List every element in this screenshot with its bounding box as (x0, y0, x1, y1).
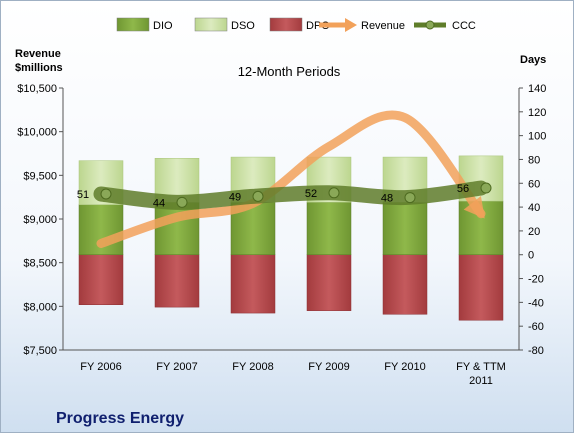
x-category-label: FY 2009 (308, 361, 349, 373)
x-category-label: FY 2010 (384, 361, 425, 373)
company-name: Progress Energy (56, 410, 184, 427)
left-tick-label: $8,500 (23, 258, 57, 270)
bar-dio (383, 202, 427, 254)
right-axis-title: Days (520, 54, 546, 66)
ccc-point (101, 189, 111, 199)
ccc-data-label: 44 (153, 197, 165, 209)
bar-dpo (231, 255, 275, 313)
x-category-label: 2011 (469, 375, 493, 387)
ccc-data-label: 56 (457, 183, 469, 195)
ccc-point (481, 183, 491, 193)
bar-dpo (79, 255, 123, 305)
legend-swatch-ccc-marker (426, 21, 434, 29)
ccc-point (405, 193, 415, 203)
x-category-label: FY 2007 (156, 361, 197, 373)
ccc-point (177, 197, 187, 207)
ccc-data-label: 49 (229, 191, 241, 203)
left-axis-title-line2: $millions (15, 62, 63, 74)
chart-subtitle: 12-Month Periods (238, 64, 341, 79)
left-tick-label: $9,000 (23, 214, 57, 226)
legend-swatch-dio (117, 18, 149, 31)
left-tick-label: $10,500 (17, 83, 57, 95)
ccc-data-label: 51 (77, 189, 89, 201)
left-tick-label: $7,500 (23, 345, 57, 357)
right-tick-label: 80 (528, 154, 540, 166)
right-tick-label: -20 (528, 274, 544, 286)
x-category-label: FY 2008 (232, 361, 273, 373)
right-tick-label: 140 (528, 83, 546, 95)
bar-dpo (383, 255, 427, 315)
legend-label-revenue: Revenue (361, 20, 405, 32)
bar-dpo (155, 255, 199, 307)
ccc-data-label: 48 (381, 193, 393, 205)
right-tick-label: 100 (528, 131, 546, 143)
left-tick-label: $10,000 (17, 127, 57, 139)
right-tick-label: -40 (528, 297, 544, 309)
right-tick-label: 120 (528, 107, 546, 119)
right-tick-label: -60 (528, 321, 544, 333)
right-tick-label: -80 (528, 345, 544, 357)
legend-label-ccc: CCC (452, 20, 476, 32)
right-tick-label: 20 (528, 226, 540, 238)
legend-label-dio: DIO (153, 20, 173, 32)
bar-dio (307, 202, 351, 254)
left-axis-title-line1: Revenue (15, 48, 61, 60)
ccc-data-label: 52 (305, 188, 317, 200)
ccc-point (329, 188, 339, 198)
x-category-label: FY & TTM (456, 361, 506, 373)
legend-swatch-revenue-arrowhead (345, 18, 357, 32)
left-tick-label: $9,500 (23, 170, 57, 182)
x-category-label: FY 2006 (80, 361, 121, 373)
right-tick-label: 0 (528, 250, 534, 262)
bar-dpo (459, 255, 503, 321)
legend-label-dso: DSO (231, 20, 255, 32)
legend-swatch-dpo (270, 18, 302, 31)
right-tick-label: 40 (528, 202, 540, 214)
right-tick-label: 60 (528, 178, 540, 190)
bar-dpo (307, 255, 351, 311)
ccc-point (253, 191, 263, 201)
legend-swatch-dso (195, 18, 227, 31)
left-tick-label: $8,000 (23, 301, 57, 313)
